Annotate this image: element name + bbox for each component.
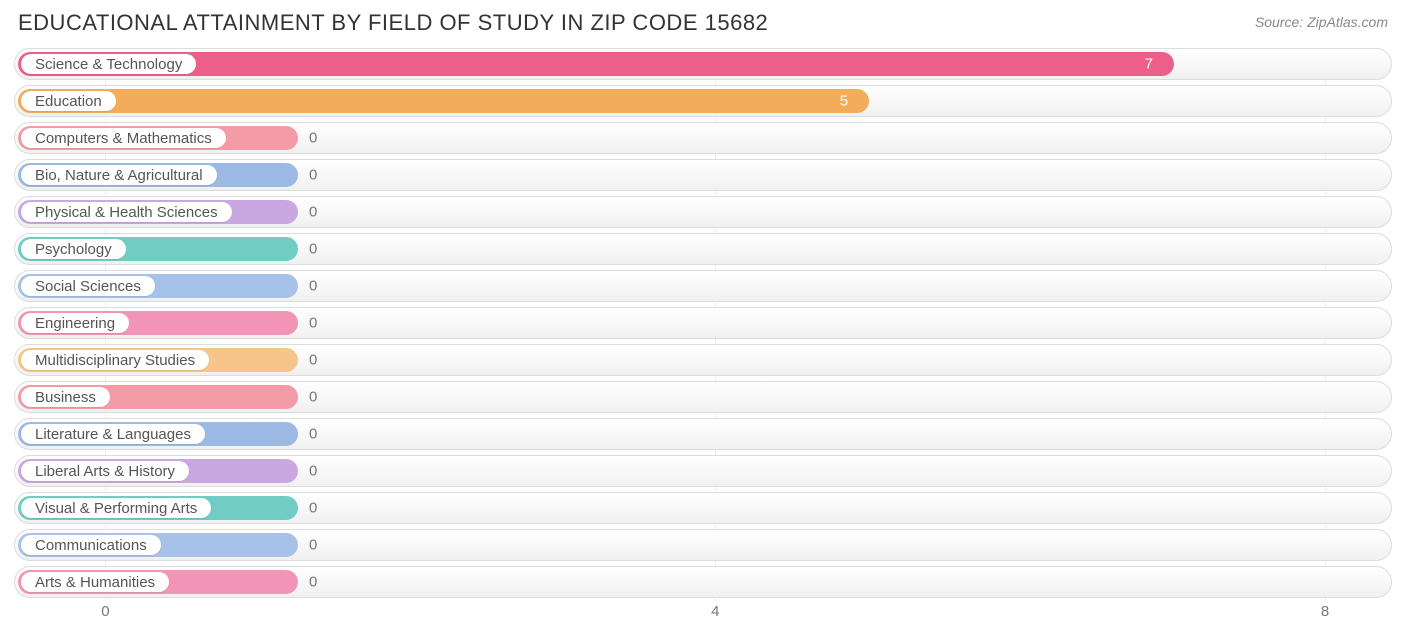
- bar-label-pill: Multidisciplinary Studies: [21, 350, 209, 370]
- x-axis-tick: 0: [101, 603, 109, 620]
- bar-row: Engineering 0: [14, 307, 1392, 339]
- bar-row: Visual & Performing Arts 0: [14, 492, 1392, 524]
- bar-label-pill: Science & Technology: [21, 54, 196, 74]
- bar-value-label: 0: [309, 463, 317, 480]
- bar-value-label: 0: [309, 278, 317, 295]
- bar-value-label: 0: [309, 500, 317, 517]
- bar-value-label: 0: [309, 241, 317, 258]
- bar-row: Science & Technology 7: [14, 48, 1392, 80]
- bar-row: Literature & Languages 0: [14, 418, 1392, 450]
- bar-value-label: 5: [840, 93, 848, 110]
- bar-row: Psychology 0: [14, 233, 1392, 265]
- bar-row: Education 5: [14, 85, 1392, 117]
- bar-value-label: 0: [309, 537, 317, 554]
- bar-row: Business 0: [14, 381, 1392, 413]
- bar-label-pill: Education: [21, 91, 116, 111]
- x-axis-tick: 4: [711, 603, 719, 620]
- bar-row: Multidisciplinary Studies 0: [14, 344, 1392, 376]
- bar-row: Communications 0: [14, 529, 1392, 561]
- bar-row: Arts & Humanities 0: [14, 566, 1392, 598]
- bar-label-pill: Social Sciences: [21, 276, 155, 296]
- bar-row: Bio, Nature & Agricultural 0: [14, 159, 1392, 191]
- chart-source: Source: ZipAtlas.com: [1255, 10, 1388, 30]
- bar-label-pill: Engineering: [21, 313, 129, 333]
- bar-label-pill: Liberal Arts & History: [21, 461, 189, 481]
- bar-row: Liberal Arts & History 0: [14, 455, 1392, 487]
- bar-label-pill: Psychology: [21, 239, 126, 259]
- bar-value-label: 0: [309, 574, 317, 591]
- bar-fill: [18, 89, 869, 113]
- chart-plot-area: Science & Technology 7 Education 5 Computers…: [14, 48, 1392, 631]
- bar-value-label: 7: [1145, 56, 1153, 73]
- bar-value-label: 0: [309, 389, 317, 406]
- bar-row: Physical & Health Sciences 0: [14, 196, 1392, 228]
- x-axis: 0 4 8: [14, 603, 1392, 631]
- bar-value-label: 0: [309, 426, 317, 443]
- bar-value-label: 0: [309, 352, 317, 369]
- bar-row: Social Sciences 0: [14, 270, 1392, 302]
- bar-label-pill: Bio, Nature & Agricultural: [21, 165, 217, 185]
- chart-title: EDUCATIONAL ATTAINMENT BY FIELD OF STUDY…: [18, 10, 768, 36]
- chart-header: EDUCATIONAL ATTAINMENT BY FIELD OF STUDY…: [0, 0, 1406, 42]
- bar-value-label: 0: [309, 315, 317, 332]
- x-axis-tick: 8: [1321, 603, 1329, 620]
- bar-label-pill: Computers & Mathematics: [21, 128, 226, 148]
- bar-value-label: 0: [309, 204, 317, 221]
- bar-label-pill: Arts & Humanities: [21, 572, 169, 592]
- bar-label-pill: Visual & Performing Arts: [21, 498, 211, 518]
- bar-label-pill: Business: [21, 387, 110, 407]
- bar-label-pill: Literature & Languages: [21, 424, 205, 444]
- bar-label-pill: Communications: [21, 535, 161, 555]
- bar-label-pill: Physical & Health Sciences: [21, 202, 232, 222]
- bar-value-label: 0: [309, 130, 317, 147]
- bar-row: Computers & Mathematics 0: [14, 122, 1392, 154]
- bar-value-label: 0: [309, 167, 317, 184]
